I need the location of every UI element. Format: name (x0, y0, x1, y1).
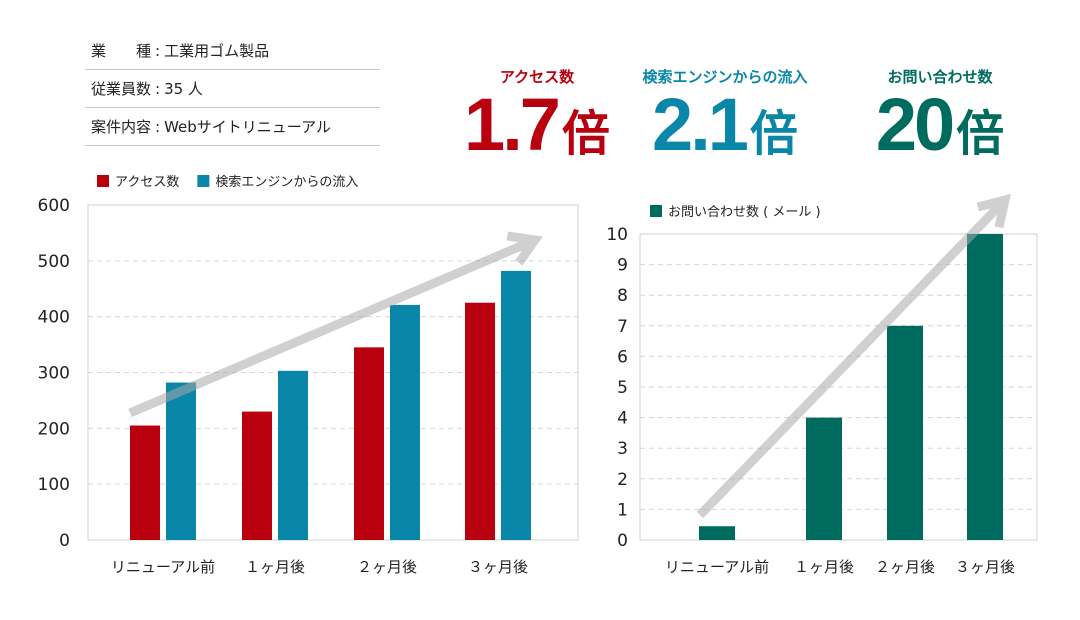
info-row-project: 案件内容: Webサイトリニューアル (85, 108, 380, 146)
x-tick-label: ２ヶ月後 (875, 558, 935, 576)
kpi-value: 1.7倍 (464, 83, 610, 166)
x-tick-label: リニューアル前 (111, 558, 215, 576)
y-tick-label: 3 (617, 439, 628, 459)
bar (166, 382, 196, 540)
y-tick-label: 7 (617, 317, 628, 337)
y-tick-label: 2 (617, 470, 628, 490)
bar (242, 411, 272, 540)
y-tick-label: 300 (38, 364, 70, 384)
bar (465, 302, 495, 540)
x-tick-label: １ヶ月後 (245, 558, 305, 576)
y-tick-label: 0 (617, 531, 628, 551)
legend-swatch (650, 205, 662, 217)
y-tick-label: 0 (59, 531, 70, 551)
info-key: 案件内容 (91, 118, 152, 136)
company-info: 業 種: 工業用ゴム製品 従業員数:35 人 案件内容: Webサイトリニューアル (85, 32, 380, 146)
y-tick-label: 200 (38, 419, 70, 439)
kpi-access: アクセス数 1.7倍 (462, 66, 612, 172)
bar (967, 234, 1003, 540)
chart-0: 0 100 200 300 400 500 600 リニューアル前 １ヶ月後 ２ヶ月後 ３ヶ月後 アク… (38, 175, 579, 576)
x-tick-label: ３ヶ月後 (468, 558, 528, 576)
bar (130, 425, 160, 540)
bar (806, 417, 842, 540)
info-value: 工業用ゴム製品 (164, 42, 270, 60)
info-value: 35 人 (164, 80, 203, 98)
info-row-employees: 従業員数:35 人 (85, 70, 380, 108)
y-tick-label: 100 (38, 475, 70, 495)
info-value: Webサイトリニューアル (164, 118, 332, 136)
y-tick-label: 1 (617, 500, 628, 520)
info-key: 従業員数 (91, 80, 152, 98)
y-tick-label: 400 (38, 308, 70, 328)
kpi-label: 検索エンジンからの流入 (642, 68, 808, 86)
kpi-label: アクセス数 (499, 68, 575, 86)
kpi-value: 2.1倍 (652, 83, 798, 166)
x-tick-label: ２ヶ月後 (357, 558, 417, 576)
bar (501, 270, 531, 540)
legend-label: 検索エンジンからの流入 (215, 175, 358, 190)
x-tick-label: １ヶ月後 (794, 558, 854, 576)
bar (354, 347, 384, 540)
bar (887, 325, 923, 540)
legend-swatch (197, 175, 210, 187)
x-tick-label: リニューアル前 (665, 558, 769, 576)
bar (278, 370, 308, 540)
bar (699, 526, 735, 540)
kpi-value: 20倍 (875, 83, 1005, 166)
y-tick-label: 500 (38, 252, 70, 272)
kpi-label: お問い合わせ数 (887, 68, 993, 86)
info-key: 業 種 (91, 42, 152, 60)
y-tick-label: 4 (617, 409, 628, 429)
y-tick-label: 8 (617, 286, 628, 306)
info-row-industry: 業 種: 工業用ゴム製品 (85, 32, 380, 70)
kpi-search-inflow: 検索エンジンからの流入 2.1倍 (625, 66, 825, 172)
kpi-inquiries: お問い合わせ数 20倍 (860, 66, 1020, 172)
legend-label: お問い合わせ数 ( メール ) (668, 205, 821, 220)
y-tick-label: 5 (617, 378, 628, 398)
bar (390, 304, 420, 540)
legend-label: アクセス数 (115, 175, 179, 190)
trend-arrow (696, 193, 1011, 519)
x-tick-label: ３ヶ月後 (955, 558, 1015, 576)
y-tick-label: 10 (606, 225, 628, 245)
y-tick-label: 6 (617, 347, 628, 367)
y-tick-label: 9 (617, 256, 628, 276)
trend-arrow (128, 231, 543, 418)
y-tick-label: 600 (38, 196, 70, 216)
chart-1: 0 1 2 3 4 5 6 7 8 9 10 リニューアル前 １ヶ月後 ２ヶ月後 ３ヶ月後 お問い合わせ数 (… (606, 193, 1038, 576)
legend-swatch (97, 175, 109, 187)
